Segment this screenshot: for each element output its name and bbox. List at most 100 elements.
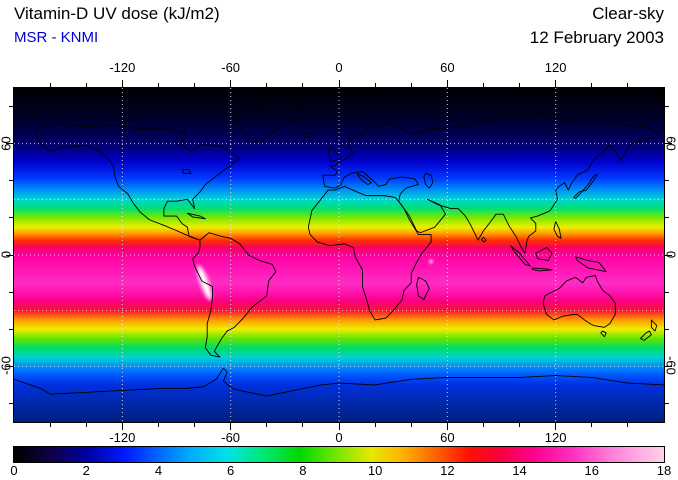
- axis-tick: [6, 143, 13, 145]
- axis-tick: [627, 423, 629, 427]
- axis-tick: [194, 423, 196, 427]
- coastline-uk: [328, 147, 341, 162]
- gridlines: [14, 88, 664, 422]
- coastline-australia: [543, 275, 615, 327]
- axis-tick: [374, 83, 376, 87]
- axis-tick: [410, 423, 412, 427]
- coastline-iceland: [303, 133, 312, 139]
- date-label: 12 February 2003: [529, 28, 664, 47]
- axis-tick: [665, 328, 669, 330]
- colorbar-tick-label: 18: [656, 463, 672, 478]
- axis-tick: [591, 83, 593, 87]
- coastline-antarctica: [14, 368, 664, 396]
- coastline-new-guinea: [576, 257, 607, 272]
- axis-tick: [302, 423, 304, 427]
- coastline-africa: [308, 186, 431, 320]
- axis-tick: [6, 254, 13, 256]
- axis-tick: [9, 106, 13, 108]
- axis-tick: [665, 365, 672, 367]
- axis-tick: [157, 423, 159, 427]
- axis-tick: [374, 423, 376, 427]
- map-canvas: [14, 88, 664, 422]
- axis-tick: [9, 402, 13, 404]
- lon-tick-label-top: 60: [440, 60, 455, 75]
- axis-tick: [555, 423, 557, 430]
- lon-tick-label-bottom: 120: [544, 430, 567, 445]
- lon-tick-label-top: 0: [335, 60, 343, 75]
- axis-tick: [482, 83, 484, 87]
- coastline-great-lakes: [182, 170, 191, 174]
- axis-tick: [230, 80, 232, 87]
- lon-tick-label-top: -60: [221, 60, 241, 75]
- world-map: [13, 87, 665, 423]
- axis-tick: [665, 254, 672, 256]
- axis-tick: [121, 423, 123, 430]
- axis-tick: [591, 423, 593, 427]
- axis-tick: [49, 83, 51, 87]
- axis-tick: [665, 291, 669, 293]
- axis-tick: [157, 83, 159, 87]
- axis-tick: [85, 83, 87, 87]
- lon-tick-label-bottom: -120: [109, 430, 136, 445]
- lon-tick-label-top: -120: [109, 60, 136, 75]
- axis-tick: [627, 83, 629, 87]
- axis-tick: [665, 402, 669, 404]
- axis-tick: [338, 423, 340, 430]
- axis-tick: [266, 423, 268, 427]
- axis-tick: [9, 180, 13, 182]
- coastlines: [14, 101, 664, 396]
- source-label: MSR - KNMI: [14, 29, 99, 46]
- axis-tick: [665, 143, 672, 145]
- colorbar-tick-label: 10: [367, 463, 383, 478]
- colorbar-tick-label: 8: [299, 463, 307, 478]
- axis-tick: [9, 328, 13, 330]
- axis-tick: [519, 83, 521, 87]
- axis-tick: [482, 423, 484, 427]
- axis-tick: [6, 365, 13, 367]
- coastline-borneo: [536, 248, 552, 261]
- colorbar-tick-label: 14: [512, 463, 527, 478]
- axis-tick: [410, 83, 412, 87]
- axis-tick: [665, 106, 669, 108]
- coastline-greenland: [234, 101, 303, 142]
- plot-title: Vitamin-D UV dose (kJ/m2): [14, 4, 220, 23]
- axis-tick: [555, 80, 557, 87]
- colorbar-tick-label: 12: [440, 463, 455, 478]
- coastline-philippines: [554, 222, 561, 239]
- colorbar-tick-label: 6: [227, 463, 235, 478]
- axis-tick: [121, 80, 123, 87]
- axis-tick: [446, 80, 448, 87]
- coastline-java: [532, 268, 552, 271]
- east-africa-hotspot-icon: [429, 259, 434, 264]
- coastline-sumatra: [511, 246, 531, 266]
- axis-tick: [519, 423, 521, 427]
- lon-tick-label-top: 120: [544, 60, 567, 75]
- lon-tick-label-bottom: 0: [335, 430, 343, 445]
- coastline-new-zealand-south: [641, 331, 652, 340]
- colorbar: [13, 446, 665, 463]
- axis-tick: [194, 83, 196, 87]
- coastline-new-zealand-north: [651, 320, 656, 331]
- lon-tick-label-bottom: -60: [221, 430, 241, 445]
- axis-tick: [9, 217, 13, 219]
- coastline-caspian: [424, 173, 433, 188]
- coastline-south-america: [193, 233, 276, 357]
- sky-condition-label: Clear-sky: [592, 4, 664, 23]
- coastline-cuba: [187, 213, 205, 219]
- axis-tick: [85, 423, 87, 427]
- axis-tick: [338, 80, 340, 87]
- axis-tick: [665, 217, 669, 219]
- axis-tick: [9, 291, 13, 293]
- lon-tick-label-bottom: 60: [440, 430, 455, 445]
- coastline-tasmania: [601, 331, 606, 337]
- colorbar-tick-label: 4: [154, 463, 163, 478]
- coastline-italy: [357, 173, 371, 184]
- axis-tick: [230, 423, 232, 430]
- coastline-japan: [574, 174, 597, 198]
- axis-tick: [665, 180, 669, 182]
- axis-tick: [302, 83, 304, 87]
- coastline-sri-lanka: [482, 237, 487, 242]
- colorbar-tick-label: 2: [82, 463, 90, 478]
- axis-tick: [266, 83, 268, 87]
